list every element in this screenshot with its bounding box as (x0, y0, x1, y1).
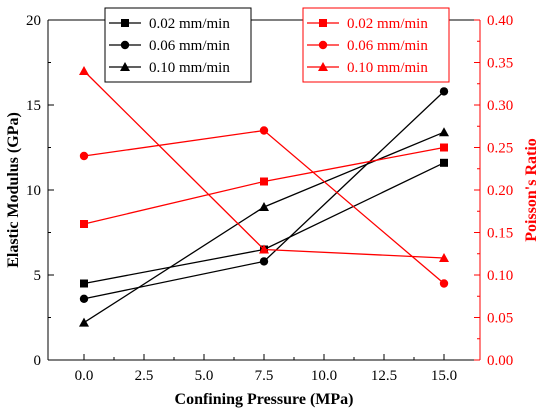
y-right-tick-label: 0.05 (487, 311, 513, 327)
y-right-tick-label: 0.30 (487, 98, 513, 114)
series-right-circle (79, 126, 449, 288)
y-left-tick-label: 15 (26, 98, 41, 114)
series-right-square (80, 143, 448, 228)
data-point (80, 279, 88, 288)
x-tick-label: 2.5 (135, 368, 154, 384)
y-axis-right-title: Poisson's Ratio (523, 138, 540, 242)
data-point (80, 220, 88, 228)
legend-marker (120, 40, 130, 50)
legend-item: 0.02 mm/min (109, 16, 230, 32)
data-point (439, 127, 449, 137)
x-tick-label: 7.5 (255, 368, 274, 384)
data-point (259, 244, 269, 254)
legend-marker (318, 62, 328, 71)
x-axis-title: Confining Pressure (MPa) (175, 391, 354, 408)
x-tick-label: 12.5 (371, 368, 397, 384)
legend-marker (318, 40, 328, 50)
data-point (440, 158, 448, 167)
series-layer (79, 66, 449, 327)
y-left-tick-label: 0 (34, 353, 42, 369)
legend-right: 0.02 mm/min 0.06 mm/min 0.10 mm/min (302, 7, 450, 83)
x-tick-label: 0.0 (75, 368, 94, 384)
series-left-circle (79, 87, 449, 303)
y-right-tick-label: 0.00 (487, 353, 513, 369)
legend-label: 0.02 mm/min (347, 16, 428, 32)
data-point (260, 177, 268, 186)
y-left-tick-label: 20 (26, 13, 41, 29)
data-point (79, 66, 89, 75)
legend-label: 0.02 mm/min (149, 16, 230, 32)
y-right-tick-label: 0.10 (487, 268, 513, 284)
legend-marker (319, 19, 327, 27)
data-point (259, 257, 269, 266)
y-left-tick-label: 10 (26, 183, 41, 199)
legend-label: 0.06 mm/min (347, 38, 428, 54)
legend-left: 0.02 mm/min 0.06 mm/min 0.10 mm/min (104, 7, 252, 83)
data-point (439, 253, 449, 262)
legend-label: 0.10 mm/min (149, 60, 230, 76)
series-left-triangle (79, 127, 449, 327)
x-tick-label: 10.0 (311, 368, 337, 384)
y-axis-left-title: Elastic Modulus (GPa) (5, 112, 22, 268)
legend-item: 0.06 mm/min (109, 38, 230, 54)
legend-marker (121, 19, 129, 27)
y-right-tick-label: 0.20 (487, 183, 513, 199)
legend-marker (120, 62, 130, 71)
data-point (440, 143, 448, 152)
data-point (259, 202, 269, 211)
legend-item: 0.02 mm/min (307, 16, 428, 32)
y-right-tick-label: 0.25 (487, 141, 513, 157)
x-axis: 0.0 2.5 5.0 7.5 10.0 12.5 15.0 (75, 354, 457, 384)
y-right-tick-label: 0.35 (487, 56, 513, 72)
series-right-triangle (79, 66, 449, 262)
series-line (83, 131, 445, 324)
data-point (79, 317, 89, 327)
series-line (83, 146, 445, 225)
data-point (79, 294, 89, 303)
legend-label: 0.10 mm/min (347, 60, 428, 76)
data-point (259, 126, 269, 135)
series-line (83, 70, 445, 259)
y-left-tick-label: 5 (34, 268, 42, 284)
data-point (79, 151, 89, 161)
legend-item: 0.10 mm/min (109, 60, 230, 76)
y-right-tick-label: 0.40 (487, 13, 513, 29)
data-point (439, 87, 449, 96)
series-line (83, 90, 445, 300)
x-tick-label: 5.0 (195, 368, 214, 384)
legend-label: 0.06 mm/min (149, 38, 230, 54)
y-right-tick-label: 0.15 (487, 226, 513, 242)
legend-item: 0.06 mm/min (307, 38, 428, 54)
legend-item: 0.10 mm/min (307, 60, 428, 76)
x-tick-label: 15.0 (431, 368, 457, 384)
y-axis-left: 0 5 10 15 20 (26, 13, 54, 369)
data-point (439, 279, 449, 288)
y-axis-right: 0.00 0.05 0.10 0.15 0.20 0.25 0.30 0.35 0.40 (474, 13, 513, 369)
